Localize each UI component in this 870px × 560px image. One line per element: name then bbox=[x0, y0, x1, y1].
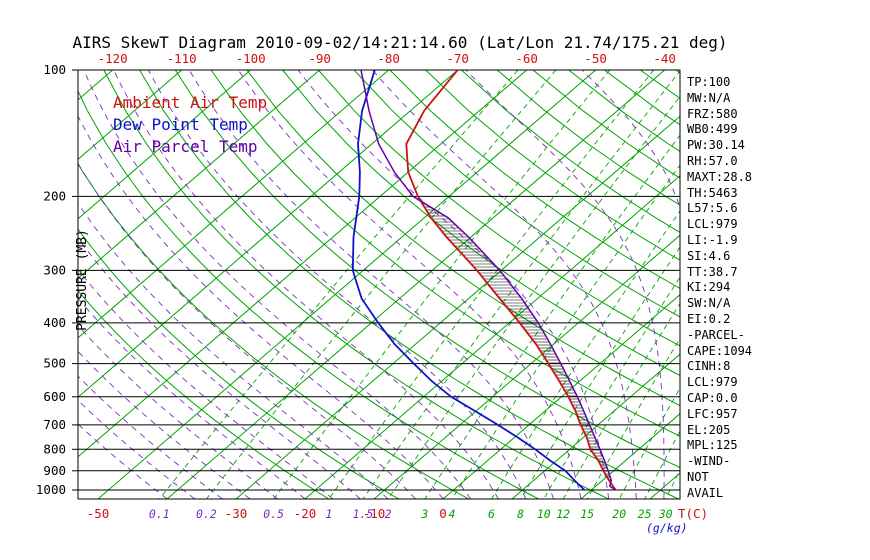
bottom-temp-tick-label: 0 bbox=[439, 506, 447, 521]
mixing-ratio-label: 8 bbox=[517, 507, 524, 521]
stat-line: NOT bbox=[687, 469, 709, 484]
mixing-ratio-label: 1 bbox=[325, 507, 332, 521]
stat-line: LCL:979 bbox=[687, 217, 738, 232]
mixing-ratio-label: 30 bbox=[658, 507, 673, 521]
stat-line: MW:N/A bbox=[687, 90, 731, 105]
top-temp-tick-label: -100 bbox=[236, 51, 266, 66]
pressure-tick-label: 100 bbox=[43, 62, 66, 77]
mixing-ratio-label: 3 bbox=[420, 507, 428, 521]
stat-line: FRZ:580 bbox=[687, 106, 738, 121]
stat-line: PW:30.14 bbox=[687, 138, 745, 153]
pressure-tick-label: 1000 bbox=[36, 482, 66, 497]
mixing-ratio-label: 25 bbox=[638, 507, 652, 521]
pressure-tick-label: 200 bbox=[43, 188, 66, 203]
top-temp-tick-label: -80 bbox=[377, 51, 400, 66]
top-temp-tick-label: -50 bbox=[584, 51, 607, 66]
curve-air-parcel-temp bbox=[360, 70, 617, 491]
mixing-ratio-label: 1.5 bbox=[353, 507, 374, 521]
moist-adiabat-lines bbox=[78, 70, 680, 499]
curve-ambient-air-temp bbox=[405, 70, 617, 491]
bottom-temp-tick-label: -50 bbox=[87, 506, 110, 521]
mixing-ratio-label: 12 bbox=[556, 507, 570, 521]
temp-axis-title: T(C) bbox=[678, 506, 708, 521]
mixing-ratio-label: 20 bbox=[612, 507, 626, 521]
top-temp-tick-label: -120 bbox=[98, 51, 128, 66]
legend: Ambient Air Temp Dew Point Temp Air Parc… bbox=[113, 92, 267, 158]
pressure-tick-label: 800 bbox=[43, 441, 66, 456]
mixing-axis-title: (g/kg) bbox=[646, 521, 688, 535]
stat-line: CAP:0.0 bbox=[687, 390, 738, 405]
top-temp-tick-label: -90 bbox=[308, 51, 331, 66]
bottom-temp-tick-label: -30 bbox=[225, 506, 248, 521]
top-temp-tick-label: -60 bbox=[515, 51, 538, 66]
chart-title: AIRS SkewT Diagram 2010-09-02/14:21:14.6… bbox=[72, 33, 728, 52]
top-temp-tick-label: -40 bbox=[653, 51, 676, 66]
stat-line: MAXT:28.8 bbox=[687, 169, 753, 184]
legend-air-parcel-temp: Air Parcel Temp bbox=[113, 137, 258, 156]
bottom-temp-tick-label: -20 bbox=[294, 506, 317, 521]
pressure-tick-label: 700 bbox=[43, 417, 66, 432]
stat-line: RH:57.0 bbox=[687, 153, 738, 168]
stat-line: TP:100 bbox=[687, 75, 731, 89]
stat-line: EI:0.2 bbox=[687, 311, 731, 326]
pressure-tick-label: 400 bbox=[43, 315, 66, 330]
stat-line: MPL:125 bbox=[687, 438, 738, 453]
mixing-ratio-label: 0.1 bbox=[149, 507, 170, 521]
axis-labels: -120 -110 -100 -90 -80 -70 -60 -50 -40-50 -30 -20-… bbox=[36, 51, 708, 535]
legend-dew-point-temp: Dew Point Temp bbox=[113, 115, 248, 134]
stats-panel: TP:100 MW:N/A FRZ:580 WB0:499 PW:30.14 RH:57.… bbox=[687, 75, 867, 502]
pressure-axis-title: PRESSURE (MB) bbox=[75, 229, 90, 331]
mixing-ratio-label: 15 bbox=[580, 507, 594, 521]
curve-dew-point-temp bbox=[351, 70, 586, 491]
pressure-tick-label: 600 bbox=[43, 389, 66, 404]
stat-line: CINH:8 bbox=[687, 359, 731, 374]
stat-line: L57:5.6 bbox=[687, 201, 738, 216]
stat-line: CAPE:1094 bbox=[687, 343, 753, 358]
stat-line: -WIND- bbox=[687, 454, 731, 469]
mixing-ratio-label: 4 bbox=[448, 507, 455, 521]
stat-line: TH:5463 bbox=[687, 185, 738, 200]
stat-line: LFC:957 bbox=[687, 406, 738, 421]
stat-line: SW:N/A bbox=[687, 296, 731, 311]
stat-line: EL:205 bbox=[687, 422, 731, 437]
stat-line: SI:4.6 bbox=[687, 248, 731, 263]
pressure-tick-label: 500 bbox=[43, 356, 66, 371]
mixing-ratio-label: 2 bbox=[385, 507, 392, 521]
legend-ambient-air-temp: Ambient Air Temp bbox=[113, 93, 268, 112]
mixing-ratio-label: 0.2 bbox=[196, 507, 217, 521]
stat-line: LCL:979 bbox=[687, 375, 738, 390]
bottom-temp-tick-label: -10 bbox=[363, 506, 386, 521]
mixing-ratio-label: 6 bbox=[488, 507, 495, 521]
stat-line: AVAIL bbox=[687, 485, 724, 500]
pressure-grid bbox=[72, 69, 681, 500]
mixing-ratio-label: 10 bbox=[537, 507, 551, 521]
stat-line: WB0:499 bbox=[687, 122, 738, 137]
pressure-tick-label: 300 bbox=[43, 262, 66, 277]
top-temp-tick-label: -70 bbox=[446, 51, 469, 66]
stat-line: -PARCEL- bbox=[687, 327, 745, 342]
stat-line: KI:294 bbox=[687, 280, 731, 295]
top-temp-tick-label: -110 bbox=[167, 51, 197, 66]
pressure-tick-label: 900 bbox=[43, 463, 66, 478]
mixing-ratio-label: 0.5 bbox=[263, 507, 284, 521]
stat-line: TT:38.7 bbox=[687, 264, 738, 279]
stat-line: LI:-1.9 bbox=[687, 232, 738, 247]
